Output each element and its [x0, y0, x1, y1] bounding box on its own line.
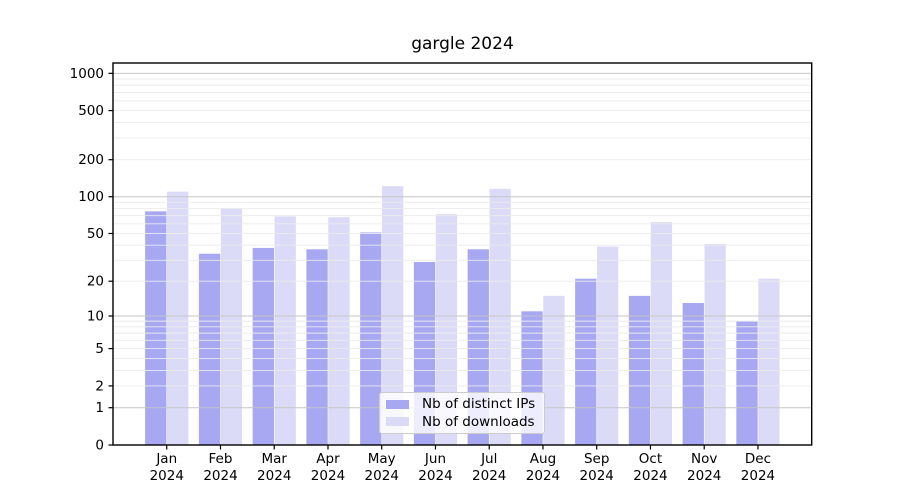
- gridlines-layer: [113, 72, 812, 409]
- x-tick-label: Oct 2024: [633, 451, 667, 484]
- axes-frame: [112, 62, 813, 446]
- bar-downloads: [704, 243, 726, 445]
- y-tick-label: 1000: [70, 66, 104, 82]
- x-axis: Jan 2024 Feb 2024 Mar 2024 Apr 2024 May 2024 Jun 20…: [150, 445, 775, 484]
- y-axis: 0 1 2 5 10 20 50 100 200 500 1000: [70, 66, 113, 454]
- y-tick-label: 2: [95, 378, 104, 394]
- legend: Nb of distinct IPs Nb of downloads: [379, 392, 545, 434]
- bar-distinct-ips: [682, 303, 704, 445]
- y-tick-label: 20: [87, 274, 104, 290]
- x-tick-label: Sep 2024: [580, 451, 614, 484]
- y-tick-label: 50: [87, 226, 104, 242]
- bar-downloads: [167, 191, 189, 445]
- legend-swatch-distinct-ips: [386, 399, 409, 409]
- chart-title: gargle 2024: [411, 34, 514, 54]
- y-tick-label: 100: [78, 189, 104, 205]
- bar-downloads: [489, 188, 511, 445]
- bar-distinct-ips: [306, 249, 328, 445]
- bar-distinct-ips: [252, 247, 274, 445]
- x-tick-label: Jun 2024: [418, 451, 452, 484]
- bar-distinct-ips: [575, 278, 597, 445]
- bar-downloads: [597, 246, 619, 445]
- x-tick-label: May 2024: [365, 451, 399, 484]
- y-tick-label: 10: [87, 309, 104, 325]
- x-tick-label: Jan 2024: [150, 451, 184, 484]
- legend-item-distinct-ips: Nb of distinct IPs: [386, 396, 538, 412]
- bar-distinct-ips: [736, 321, 758, 445]
- x-tick-label: Feb 2024: [203, 451, 237, 484]
- bar-downloads: [435, 214, 458, 445]
- legend-label-distinct-ips: Nb of distinct IPs: [422, 396, 536, 413]
- bar-downloads: [328, 217, 350, 445]
- y-tick-label: 5: [95, 341, 104, 357]
- x-tick-label: Mar 2024: [257, 451, 291, 484]
- bar-downloads: [758, 278, 780, 445]
- y-tick-label: 0: [95, 438, 104, 454]
- x-tick-label: Nov 2024: [687, 451, 721, 484]
- x-tick-label: Apr 2024: [311, 451, 345, 484]
- x-tick-label: Aug 2024: [526, 451, 560, 484]
- legend-label-downloads: Nb of downloads: [422, 413, 535, 430]
- x-tick-label: Dec 2024: [741, 451, 775, 484]
- bar-distinct-ips: [360, 232, 382, 445]
- y-tick-label: 1: [95, 400, 104, 416]
- y-tick-label: 500: [78, 103, 104, 119]
- bar-distinct-ips: [145, 211, 167, 445]
- bar-distinct-ips: [198, 253, 221, 445]
- bar-downloads: [274, 216, 296, 445]
- x-tick-label: Jul 2024: [472, 451, 506, 484]
- y-tick-label: 200: [78, 152, 104, 168]
- legend-swatch-downloads: [386, 417, 409, 427]
- legend-item-downloads: Nb of downloads: [386, 414, 538, 430]
